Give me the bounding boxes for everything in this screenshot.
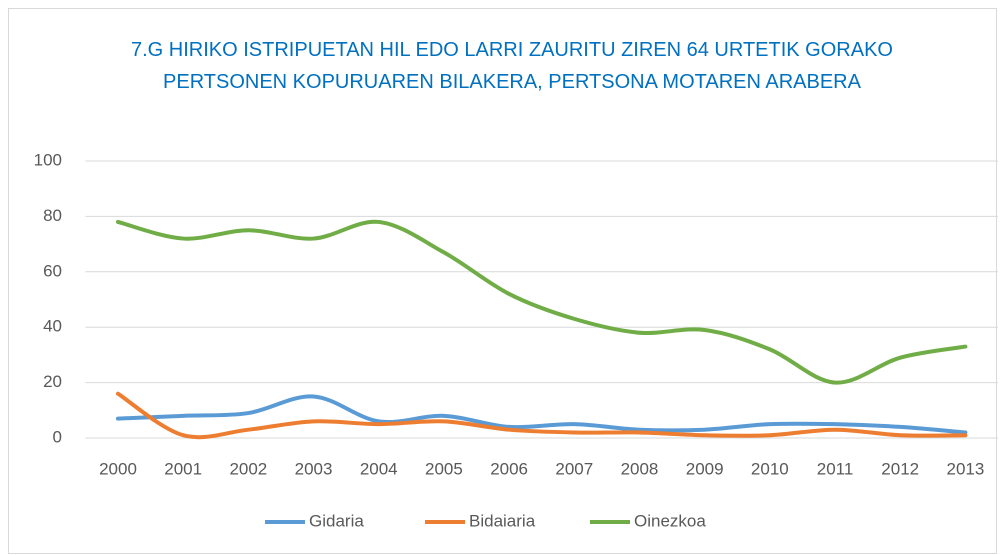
x-tick-label: 2006 (490, 459, 528, 478)
series-line (115, 219, 968, 385)
x-tick-label: 2008 (621, 459, 659, 478)
legend-label: Bidaiaria (469, 511, 536, 530)
x-tick-label: 2011 (817, 459, 854, 478)
y-tick-label: 40 (43, 317, 62, 336)
x-tick-label: 2001 (164, 459, 202, 478)
x-tick-label: 2007 (555, 459, 593, 478)
x-tick-label: 2010 (751, 459, 789, 478)
chart-border (8, 8, 997, 554)
x-tick-label: 2004 (360, 459, 398, 478)
y-tick-label: 60 (43, 261, 62, 280)
x-tick-label: 2012 (881, 459, 919, 478)
legend-label: Gidaria (309, 511, 364, 530)
x-tick-label: 2009 (686, 459, 724, 478)
y-tick-label: 100 (34, 150, 62, 169)
chart-title: 7.G HIRIKO ISTRIPUETAN HIL EDO LARRI ZAU… (131, 39, 893, 93)
x-tick-label: 2005 (425, 459, 463, 478)
series-line (115, 391, 968, 440)
y-tick-label: 0 (53, 427, 62, 446)
legend-label: Oinezkoa (634, 511, 706, 530)
x-tick-label: 2002 (229, 459, 267, 478)
x-tick-label: 2000 (99, 459, 137, 478)
y-tick-label: 20 (43, 372, 62, 391)
x-tick-label: 2013 (946, 459, 984, 478)
y-tick-label: 80 (43, 206, 62, 225)
series-line (115, 394, 968, 435)
x-tick-label: 2003 (295, 459, 333, 478)
